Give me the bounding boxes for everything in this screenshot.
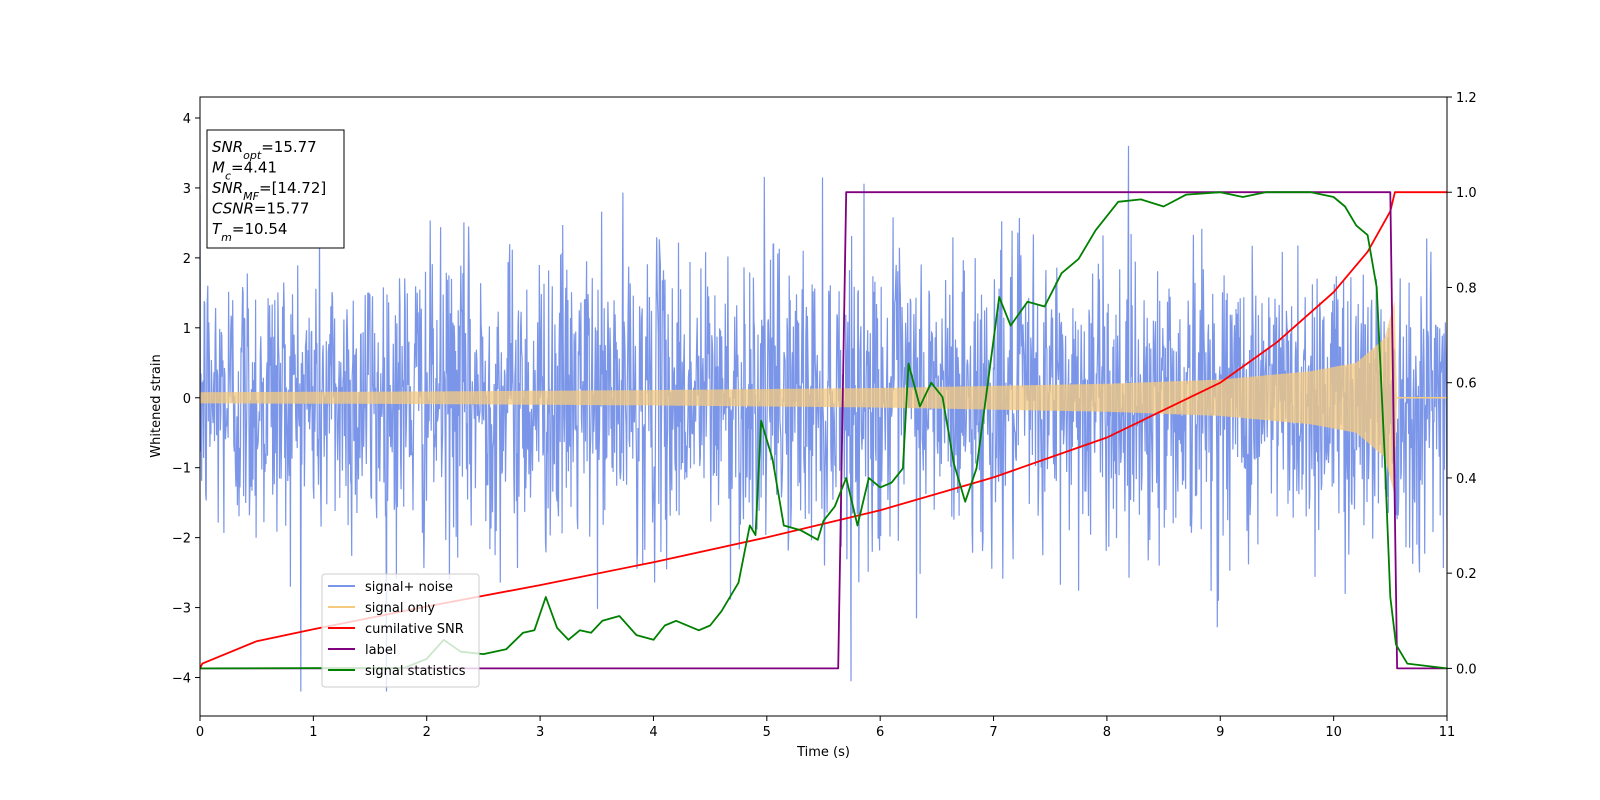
y-right-tick-label: 0.8 [1456,281,1477,296]
y-left-tick-label: −2 [172,532,191,547]
x-axis-label: Time (s) [796,745,850,760]
series-layer [200,145,1447,692]
x-tick-label: 1 [309,725,317,740]
series-signal-only [200,300,1447,495]
y-left-tick-label: −4 [172,672,191,687]
series-signal-noise [200,145,1447,692]
y-left-tick-label: 1 [183,322,191,337]
y-right-tick-label: 0.6 [1456,377,1477,392]
x-tick-label: 10 [1325,725,1342,740]
y-axis-label: Whitened strain [149,354,164,457]
annotation-line: CSNR=15.77 [212,200,309,218]
x-tick-label: 9 [1216,725,1224,740]
plot-frame [199,96,1448,717]
y-right-tick-label: 0.2 [1456,567,1477,582]
legend: signal+ noise signal only cumilative SNR la… [321,573,480,688]
legend-label-signal-statistics: signal statistics [365,664,466,679]
annotation-frame [206,129,345,249]
x-tick-label: 6 [876,725,884,740]
y-left-tick-label: 4 [183,112,191,127]
x-tick-label: 5 [763,725,771,740]
x-tick-label: 8 [1103,725,1111,740]
legend-label-signal-noise: signal+ noise [365,580,453,595]
x-tick-label: 0 [196,725,204,740]
annotation-box: SNRopt=15.77Mc=4.41SNRMF=[14.72]CSNR=15.… [206,129,345,249]
series-label [200,191,1447,670]
y-right-tick-label: 1.2 [1456,91,1477,106]
y-left-tick-label: 2 [183,252,191,267]
legend-box [321,573,480,688]
annotation-line: Tm=10.54 [212,220,287,244]
y-left-tick-label: −1 [172,462,191,477]
y-left-tick-label: 0 [183,392,191,407]
x-tick-label: 7 [989,725,997,740]
x-tick-label: 11 [1439,725,1456,740]
y-right-tick-label: 0.0 [1456,662,1477,677]
series-cumilative-snr [200,191,1447,669]
annotation-line: SNRopt=15.77 [212,138,317,162]
y-right-tick-label: 1.0 [1456,186,1477,201]
x-tick-label: 3 [536,725,544,740]
annotation-line: Mc=4.41 [212,159,277,183]
y-left-tick-label: −3 [172,602,191,617]
x-tick-label: 2 [423,725,431,740]
annotation-line: SNRMF=[14.72] [212,179,326,203]
x-tick-label: 4 [649,725,657,740]
y-right-tick-label: 0.4 [1456,472,1477,487]
y-left-tick-label: 3 [183,182,191,197]
axes-layer: 0 1 2 3 4 5 6 7 8 9 10 11 −4 −3 −2 −1 0 1 2 3 4 0.0 0.2 0.4 0.6 0… [172,91,1477,740]
series-signal-statistics [200,191,1447,670]
legend-label-signal-only: signal only [365,601,435,616]
legend-label-cumilative-snr: cumilative SNR [365,622,464,637]
legend-label-label: label [365,643,396,658]
